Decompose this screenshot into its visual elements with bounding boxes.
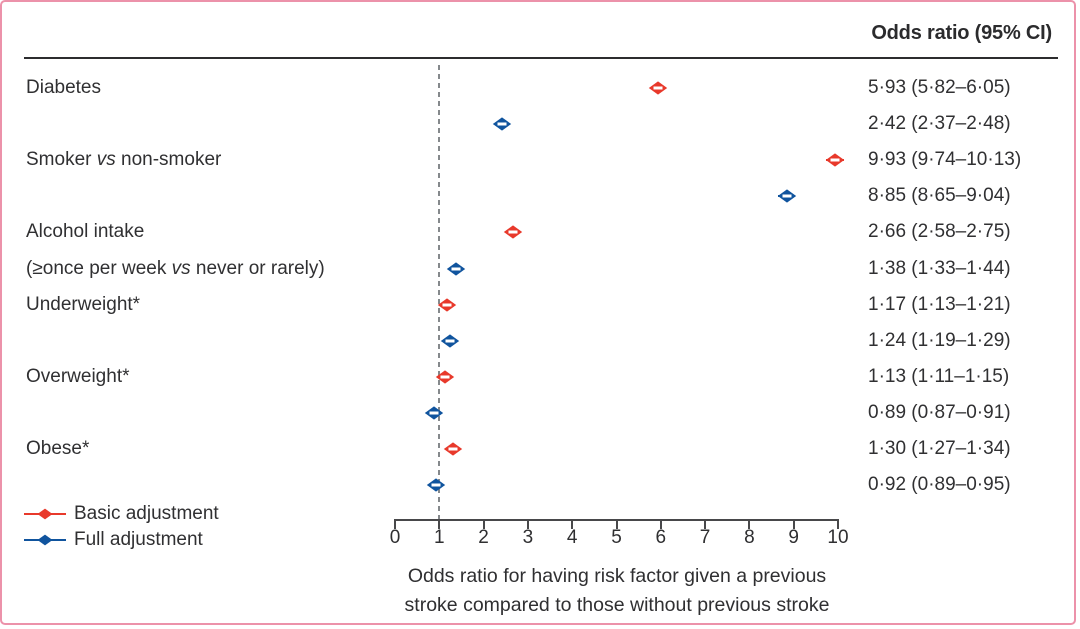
x-axis-tick [704, 521, 707, 529]
marker-stripe [429, 411, 439, 415]
odds-ratio-value: 2·42 (2·37–2·48) [868, 113, 1011, 135]
x-axis-line [394, 519, 839, 521]
odds-ratio-value: 0·89 (0·87–0·91) [868, 401, 1011, 423]
x-axis-tick-label: 2 [478, 527, 489, 548]
risk-factor-label: Obese* [26, 438, 90, 459]
legend-label: Full adjustment [74, 529, 203, 550]
risk-factor-label: Smoker vs non-smoker [26, 149, 222, 171]
x-axis-label: Odds ratio for having risk factor given … [367, 562, 867, 620]
legend-label: Basic adjustment [74, 503, 219, 524]
marker-stripe [497, 122, 507, 126]
odds-ratio-value: 2·66 (2·58–2·75) [868, 221, 1011, 243]
x-axis-tick [792, 521, 795, 529]
odds-ratio-value: 0·92 (0·89–0·95) [868, 474, 1011, 496]
x-axis-tick-label: 1 [434, 527, 445, 548]
reference-line [438, 65, 441, 519]
marker-stripe [448, 447, 458, 451]
marker-stripe [442, 303, 452, 307]
risk-factor-label: Underweight* [26, 293, 141, 315]
marker-stripe [445, 339, 455, 343]
odds-ratio-value: 1·17 (1·13–1·21) [868, 293, 1011, 315]
odds-ratio-value: 8·85 (8·65–9·04) [868, 185, 1011, 207]
marker-stripe [508, 230, 518, 234]
x-axis-tick [659, 521, 662, 529]
odds-ratio-value: 1·13 (1·11–1·15) [868, 365, 1010, 387]
odds-ratio-value: 1·30 (1·27–1·34) [868, 438, 1011, 459]
header-rule [24, 57, 1058, 59]
x-axis-tick-label: 0 [389, 527, 401, 548]
x-axis-tick-label: 9 [788, 527, 799, 548]
odds-ratio-value: 5·93 (5·82–6·05) [868, 77, 1011, 98]
x-axis-tick-label: 5 [611, 527, 622, 548]
x-axis-tick [571, 521, 574, 529]
x-axis-tick [615, 521, 618, 529]
odds-ratio-value: 1·38 (1·33–1·44) [868, 257, 1011, 279]
x-axis-tick-label: 8 [744, 527, 755, 548]
marker-stripe [782, 194, 792, 198]
risk-factor-label: Diabetes [26, 77, 101, 98]
marker-stripe [451, 267, 461, 270]
x-axis-tick [748, 521, 751, 529]
basic-adjustment-diamond-icon [24, 508, 66, 520]
x-axis-label-line2: stroke compared to those without previou… [404, 594, 830, 616]
legend: Basic adjustment Full adjustment [24, 501, 219, 553]
x-axis-tick-label: 3 [522, 527, 534, 548]
odds-ratio-value: 9·93 (9·74–10·13) [868, 149, 1022, 171]
full-adjustment-diamond-icon [24, 534, 66, 546]
odds-ratio-value: 1·24 (1·19–1·29) [868, 329, 1011, 351]
marker-stripe [653, 86, 663, 90]
x-axis-tick-label: 4 [566, 527, 578, 548]
x-axis-tick-label: 10 [827, 527, 849, 548]
x-axis-tick [482, 521, 485, 529]
x-axis-tick-label: 7 [699, 527, 711, 548]
marker-stripe [440, 375, 450, 379]
x-axis-tick-label: 6 [655, 527, 667, 548]
x-axis-label-line1: Odds ratio for having risk factor given … [407, 565, 827, 587]
legend-entry-full-adjustment: Full adjustment [24, 527, 219, 553]
x-axis-tick [526, 521, 529, 529]
risk-factor-label: Alcohol intake [26, 221, 145, 243]
risk-factor-label: (≥once per week vs never or rarely) [26, 257, 325, 279]
legend-entry-basic-adjustment: Basic adjustment [24, 501, 219, 527]
x-axis-tick [438, 521, 441, 529]
risk-factor-label: Overweight* [26, 365, 130, 387]
x-axis-tick [394, 521, 396, 529]
marker-stripe [431, 483, 441, 487]
x-axis-tick [837, 521, 839, 529]
marker-stripe [830, 158, 840, 162]
odds-ratio-column-header: Odds ratio (95% CI) [871, 22, 1052, 44]
